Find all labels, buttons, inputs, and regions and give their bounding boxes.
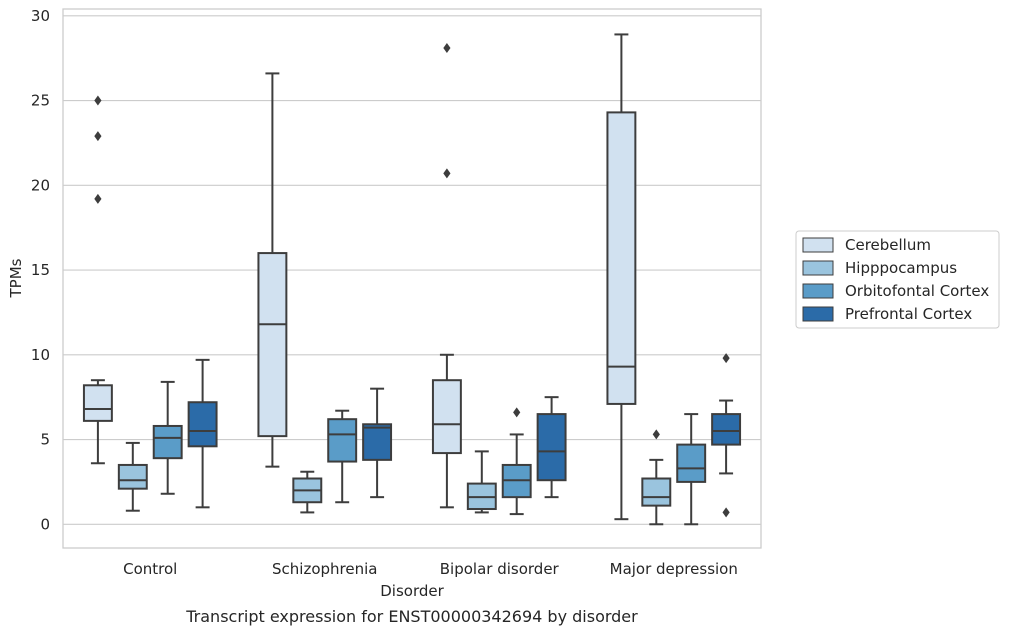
- box: [257, 252, 288, 438]
- outlier-point: [94, 95, 102, 106]
- y-tick-label: 25: [31, 92, 50, 110]
- box-0-1: [117, 441, 148, 512]
- y-tick-label: 10: [31, 346, 50, 364]
- box: [711, 413, 742, 446]
- box: [431, 379, 462, 455]
- x-tick-label: Control: [123, 560, 177, 578]
- legend-swatch: [802, 306, 834, 322]
- legend-items: Cerebellum Hipppocampus Orbitofontal Corte…: [802, 236, 989, 323]
- plot-frame: [62, 8, 762, 549]
- box-3-3: [711, 353, 742, 518]
- box: [82, 384, 113, 422]
- box-2-1: [466, 450, 497, 514]
- box-2-3: [536, 396, 567, 499]
- y-tick-label: 0: [40, 515, 50, 533]
- legend-label: Cerebellum: [845, 236, 931, 254]
- box-0-3: [187, 358, 218, 509]
- box-2-2: [501, 407, 532, 516]
- legend-swatch: [802, 283, 834, 299]
- outlier-point: [513, 407, 521, 418]
- y-tick-labels: 0 5 10 15 20 25 30: [31, 7, 50, 533]
- figure-caption: Transcript expression for ENST0000034269…: [185, 607, 638, 626]
- x-axis-title: Disorder: [380, 582, 444, 600]
- box: [536, 413, 567, 482]
- box-layer: [82, 33, 742, 526]
- box: [152, 424, 183, 460]
- outlier-point: [722, 353, 730, 364]
- box-1-1: [292, 470, 323, 514]
- box-1-2: [327, 409, 358, 504]
- box-1-3: [362, 387, 393, 499]
- box: [187, 401, 218, 448]
- outlier-point: [94, 131, 102, 142]
- legend-label: Prefrontal Cortex: [845, 305, 972, 323]
- y-tick-label: 5: [40, 431, 50, 449]
- box-3-2: [676, 413, 707, 526]
- box: [641, 477, 672, 507]
- legend-label: Hipppocampus: [845, 259, 957, 277]
- box-3-1: [641, 429, 672, 526]
- y-tick-label: 15: [31, 261, 50, 279]
- legend-swatch: [802, 237, 834, 253]
- x-tick-labels: Control Schizophrenia Bipolar disorder Majo…: [123, 560, 738, 578]
- x-tick-label: Bipolar disorder: [440, 560, 560, 578]
- y-tick-label: 30: [31, 7, 50, 25]
- outlier-point: [722, 507, 730, 518]
- box: [676, 443, 707, 483]
- box: [117, 463, 148, 490]
- legend-swatch: [802, 260, 834, 276]
- box: [327, 418, 358, 463]
- box-1-0: [257, 72, 288, 468]
- box-0-2: [152, 380, 183, 495]
- box-2-0: [431, 42, 462, 509]
- y-axis-title: TPMs: [7, 258, 25, 298]
- x-tick-label: Major depression: [610, 560, 738, 578]
- outlier-point: [94, 193, 102, 204]
- outlier-point: [443, 42, 451, 53]
- y-tick-label: 20: [31, 176, 50, 194]
- legend: Cerebellum Hipppocampus Orbitofontal Corte…: [795, 230, 1000, 329]
- box-3-0: [606, 33, 637, 521]
- outlier-point: [652, 429, 660, 440]
- outlier-point: [443, 168, 451, 179]
- box-0-0: [82, 95, 113, 465]
- box: [362, 423, 393, 461]
- legend-label: Orbitofontal Cortex: [845, 282, 989, 300]
- x-tick-label: Schizophrenia: [272, 560, 377, 578]
- box: [606, 111, 637, 405]
- legend-frame: [795, 230, 1000, 329]
